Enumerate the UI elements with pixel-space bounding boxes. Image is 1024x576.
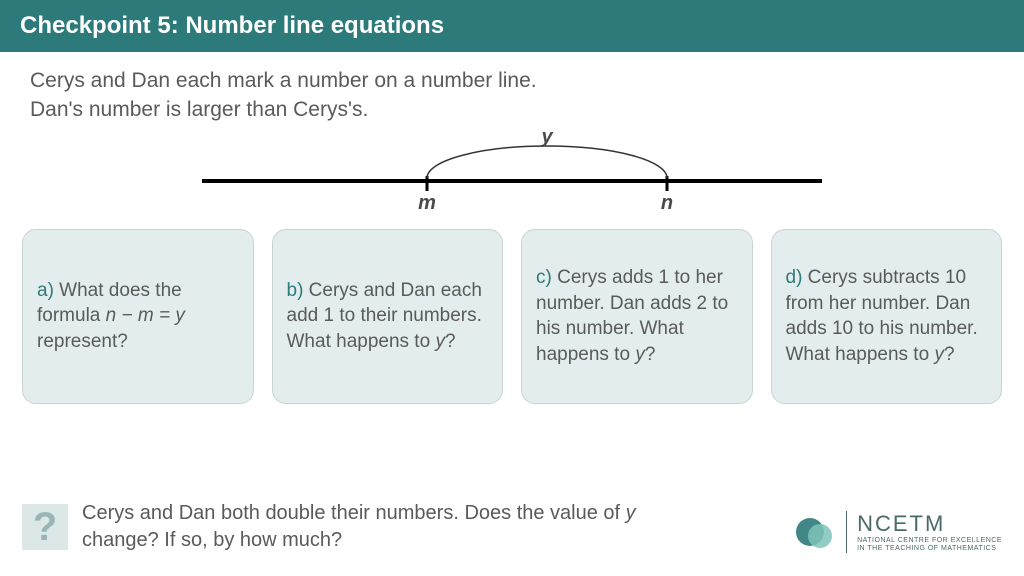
card-c: c) Cerys adds 1 to her number. Dan adds … [521, 229, 753, 404]
logo-sub1: NATIONAL CENTRE FOR EXCELLENCE [857, 537, 1002, 545]
slide-header: Checkpoint 5: Number line equations [0, 0, 1024, 52]
label-n: n [661, 192, 673, 214]
card-d: d) Cerys subtracts 10 from her number. D… [771, 229, 1003, 404]
label-y: y [540, 131, 553, 148]
footer-before: Cerys and Dan both double their numbers.… [82, 502, 626, 524]
card-var: y [635, 344, 645, 365]
qmark-glyph: ? [33, 505, 57, 550]
card-a: a) What does the formula n − m = y repre… [22, 229, 254, 404]
intro-line-2: Dan's number is larger than Cerys's. [30, 95, 994, 124]
logo-divider [846, 511, 847, 553]
card-label: a) [37, 280, 54, 301]
logo-text-block: NCETM NATIONAL CENTRE FOR EXCELLENCE IN … [857, 511, 1002, 554]
card-formula: n − m = y [106, 305, 185, 326]
label-m: m [418, 192, 436, 214]
card-tail: ? [645, 344, 656, 365]
logo-sub2: IN THE TEACHING OF MATHEMATICS [857, 545, 1002, 553]
card-text: Cerys adds 1 to her number. Dan adds 2 t… [536, 267, 728, 365]
question-mark-icon: ? [22, 504, 68, 550]
card-text-after: represent? [37, 331, 128, 352]
card-b: b) Cerys and Dan each add 1 to their num… [272, 229, 504, 404]
slide-title: Checkpoint 5: Number line equations [20, 12, 444, 39]
intro-line-1: Cerys and Dan each mark a number on a nu… [30, 66, 994, 95]
card-var: y [934, 344, 944, 365]
card-label: d) [786, 267, 803, 288]
footer-row: ? Cerys and Dan both double their number… [22, 500, 1002, 554]
footer-var: y [626, 502, 636, 524]
card-var: y [435, 331, 445, 352]
ncetm-logo: NCETM NATIONAL CENTRE FOR EXCELLENCE IN … [792, 510, 1002, 554]
card-tail: ? [944, 344, 955, 365]
card-label: b) [287, 280, 304, 301]
arc-y [427, 146, 667, 178]
intro-block: Cerys and Dan each mark a number on a nu… [0, 52, 1024, 131]
number-line-svg: y m n [172, 131, 852, 221]
logo-main: NCETM [857, 511, 1002, 537]
card-tail: ? [445, 331, 456, 352]
footer-question: Cerys and Dan both double their numbers.… [82, 500, 642, 554]
footer-after: change? If so, by how much? [82, 529, 342, 551]
number-line-diagram: y m n [172, 131, 852, 221]
card-label: c) [536, 267, 552, 288]
question-cards: a) What does the formula n − m = y repre… [0, 221, 1024, 404]
logo-circles-icon [792, 510, 836, 554]
